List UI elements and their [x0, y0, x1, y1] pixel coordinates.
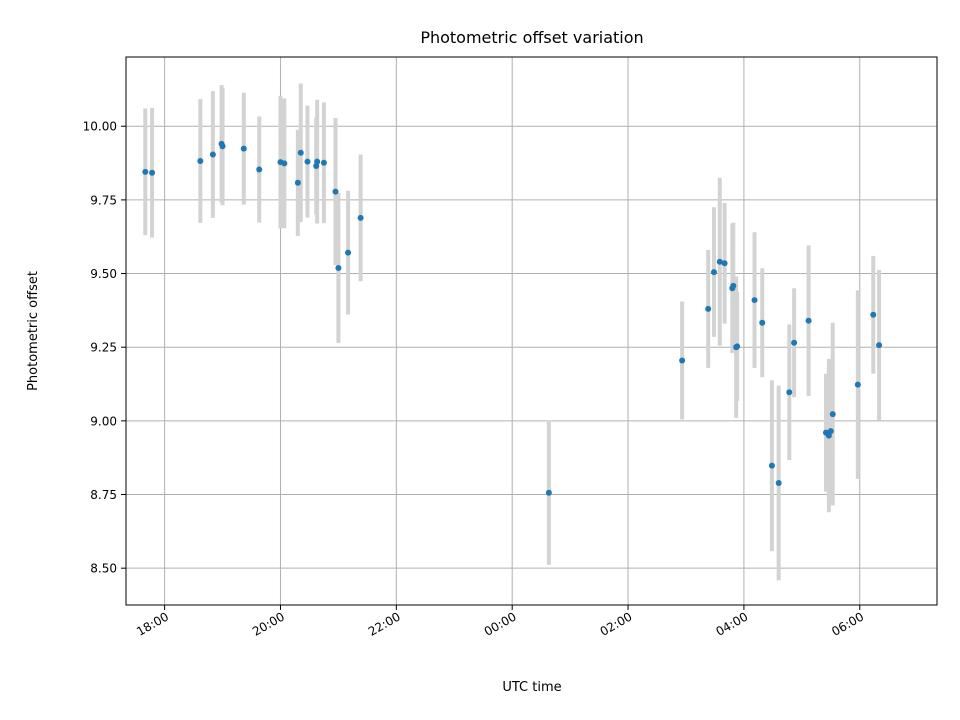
data-point [721, 260, 728, 267]
data-point [219, 143, 226, 150]
y-tick-label: 9.25 [90, 341, 117, 355]
y-tick-label: 8.75 [90, 488, 117, 502]
data-points [142, 140, 883, 496]
data-point [870, 311, 877, 318]
x-tick-label: 02:00 [598, 609, 635, 638]
y-tick-label: 9.75 [90, 193, 117, 207]
data-point [240, 145, 247, 152]
data-point [734, 343, 741, 350]
data-point [679, 357, 686, 364]
data-point [805, 317, 812, 324]
x-tick-label: 22:00 [366, 609, 403, 638]
data-point [297, 149, 304, 156]
y-axis-ticks: 8.50 8.75 9.00 9.25 9.50 9.75 10.00 [83, 120, 126, 576]
plot-frame [125, 56, 938, 606]
data-point [332, 188, 339, 195]
grid [126, 57, 937, 605]
data-point [256, 166, 263, 173]
data-point [314, 158, 321, 165]
data-point [357, 214, 364, 221]
data-point [294, 179, 301, 186]
data-point [345, 249, 352, 256]
data-point [768, 462, 775, 469]
data-point [320, 159, 327, 166]
x-tick-label: 04:00 [713, 609, 750, 638]
data-point [827, 428, 834, 435]
data-point [710, 269, 717, 276]
y-tick-label: 9.50 [90, 267, 117, 281]
chart-title: Photometric offset variation [420, 28, 643, 47]
x-tick-label: 18:00 [134, 609, 171, 638]
data-point [142, 168, 149, 175]
data-point [786, 389, 793, 396]
y-tick-label: 9.00 [90, 414, 117, 428]
data-point [829, 411, 836, 418]
y-tick-label: 10.00 [83, 120, 117, 134]
y-axis-label: Photometric offset [26, 271, 41, 391]
x-tick-label: 20:00 [250, 609, 287, 638]
x-tick-label: 00:00 [482, 609, 519, 638]
data-point [705, 305, 712, 312]
data-point [197, 158, 204, 165]
x-tick-label: 06:00 [829, 609, 866, 638]
data-point [304, 158, 311, 165]
x-axis-label: UTC time [502, 680, 561, 695]
y-tick-label: 8.50 [90, 562, 117, 576]
data-point [876, 342, 883, 349]
data-point [775, 480, 782, 487]
x-axis-ticks: 18:00 20:00 22:00 00:00 02:00 04:00 06:00 [134, 605, 866, 639]
data-point [335, 264, 342, 271]
data-point [730, 282, 737, 289]
data-point [209, 151, 216, 158]
data-point [791, 339, 798, 346]
data-point [759, 319, 766, 326]
data-point [854, 381, 861, 388]
data-point [545, 489, 552, 496]
data-point [751, 297, 758, 304]
data-point [149, 169, 156, 176]
data-point [716, 258, 723, 265]
data-point [281, 160, 288, 167]
